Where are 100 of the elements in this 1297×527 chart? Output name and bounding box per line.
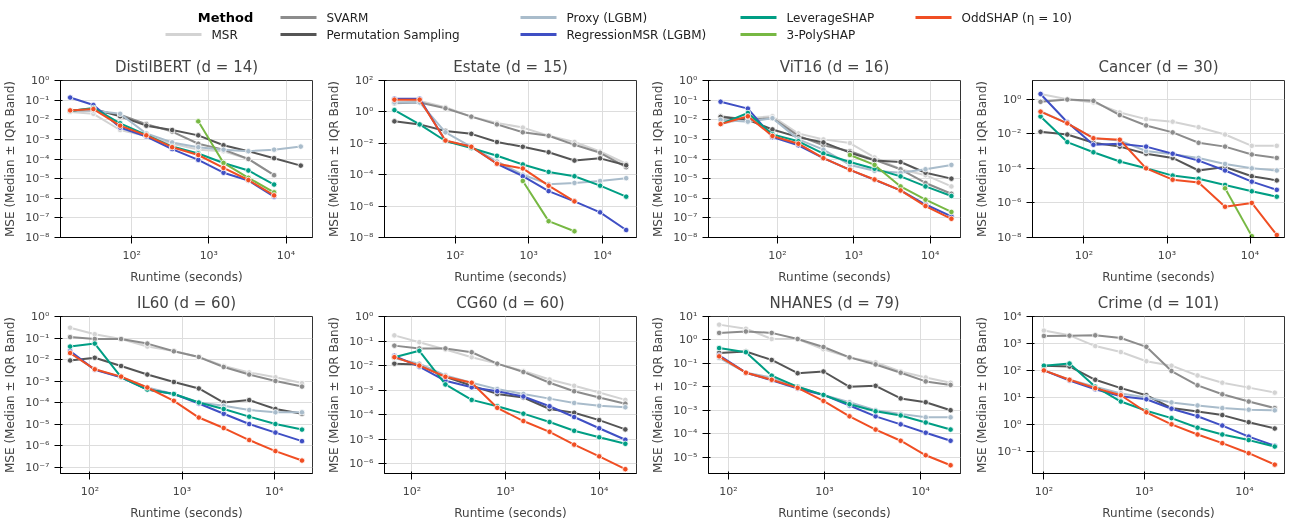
legend-label: 3-PolySHAP — [786, 27, 856, 42]
y-tick-label: 10⁻⁸ — [673, 231, 699, 244]
y-axis-title: MSE (Median ± IQR Band) — [975, 80, 990, 237]
y-tick-label: 10⁻³ — [349, 383, 374, 397]
x-tick-label: 10² — [122, 248, 141, 262]
x-tick-label: 10⁴ — [1240, 248, 1260, 262]
y-tick-label: 10⁻⁴ — [349, 168, 375, 182]
y-tick-label: 10⁻² — [25, 353, 50, 367]
y-tick-label: 10⁰ — [31, 310, 51, 323]
y-tick-label: 10⁰ — [355, 105, 375, 119]
x-axis-title: Runtime (seconds) — [1102, 505, 1215, 520]
y-axis-title: MSE (Median ± IQR Band) — [327, 316, 342, 473]
y-tick-label: 10⁻⁵ — [25, 172, 50, 186]
y-tick-label: 10⁻⁴ — [25, 152, 51, 166]
y-tick-label: 10⁻¹ — [997, 444, 1022, 458]
y-tick-label: 10⁰ — [679, 333, 699, 347]
y-tick-label: 10⁻² — [673, 380, 698, 394]
y-tick-label: 10⁻² — [349, 359, 374, 373]
x-tick-label: 10³ — [519, 248, 538, 262]
y-tick-label: 10⁻¹ — [673, 93, 698, 107]
y-tick-label: 10¹ — [1003, 390, 1022, 404]
y-tick-label: 10⁻³ — [25, 132, 50, 146]
legend-label: OddSHAP (η = 10) — [961, 10, 1073, 25]
y-tick-label: 10⁻⁶ — [25, 191, 51, 205]
legend-label: LeverageSHAP — [786, 10, 875, 25]
x-tick-label: 10³ — [844, 248, 863, 262]
x-tick-label: 10² — [1074, 248, 1094, 262]
x-tick-label: 10⁴ — [276, 248, 296, 262]
x-axis-title: Runtime (seconds) — [1102, 269, 1215, 284]
y-tick-label: 10⁻¹ — [673, 356, 698, 370]
y-tick-label: 10⁻⁸ — [997, 231, 1023, 244]
chart-title: CG60 (d = 60) — [456, 293, 565, 312]
y-tick-label: 10⁰ — [355, 310, 375, 323]
x-axis-title: Runtime (seconds) — [778, 269, 891, 284]
y-axis-title: MSE (Median ± IQR Band) — [327, 80, 342, 237]
y-tick-label: 10⁻⁴ — [997, 161, 1023, 175]
y-tick-label: 10⁻⁷ — [25, 460, 50, 474]
x-tick-label: 10² — [719, 484, 738, 498]
y-tick-label: 10⁻³ — [673, 132, 698, 146]
x-axis-title: Runtime (seconds) — [454, 505, 567, 520]
y-tick-label: 10⁰ — [1003, 92, 1023, 106]
y-tick-label: 10⁻⁶ — [349, 457, 375, 471]
x-tick-label: 10² — [402, 484, 422, 498]
y-tick-label: 10⁰ — [679, 74, 699, 87]
x-axis-title: Runtime (seconds) — [130, 505, 243, 520]
x-tick-label: 10² — [80, 484, 100, 498]
chart-title: DistilBERT (d = 14) — [114, 57, 259, 76]
legend-title: Method — [197, 10, 254, 25]
x-tick-label: 10⁴ — [911, 484, 931, 498]
y-tick-label: 10⁻⁷ — [25, 211, 50, 225]
legend-label: Permutation Sampling — [326, 27, 460, 42]
y-tick-label: 10⁻⁷ — [673, 211, 698, 225]
x-tick-label: 10² — [768, 248, 787, 262]
y-tick-label: 10⁻⁸ — [25, 231, 51, 244]
x-tick-label: 10³ — [496, 484, 515, 498]
y-tick-label: 10⁻² — [349, 136, 374, 150]
y-tick-label: 10⁻⁵ — [349, 432, 374, 446]
legend-label: SVARM — [326, 10, 369, 25]
y-tick-label: 10⁻⁶ — [349, 199, 375, 213]
x-tick-label: 10³ — [1135, 484, 1154, 498]
y-tick-label: 10⁰ — [31, 74, 51, 87]
y-tick-label: 10⁻⁴ — [349, 408, 375, 422]
x-tick-label: 10⁴ — [1235, 484, 1255, 498]
y-tick-label: 10⁻³ — [25, 374, 50, 388]
x-axis-title: Runtime (seconds) — [130, 269, 243, 284]
y-axis-title: MSE (Median ± IQR Band) — [3, 316, 18, 473]
chart-title: NHANES (d = 79) — [769, 293, 900, 312]
y-tick-label: 10⁻⁶ — [997, 196, 1023, 210]
y-axis-title: MSE (Median ± IQR Band) — [3, 80, 18, 237]
y-tick-label: 10⁻¹ — [349, 334, 374, 348]
y-tick-label: 10³ — [1003, 336, 1022, 350]
x-tick-label: 10³ — [199, 248, 219, 262]
y-tick-label: 10⁻⁵ — [673, 172, 698, 186]
y-tick-label: 10⁻² — [997, 127, 1022, 141]
y-tick-label: 10² — [355, 74, 374, 87]
y-tick-label: 10⁻⁵ — [25, 417, 50, 431]
y-tick-label: 10⁻⁴ — [673, 427, 699, 441]
legend-label: RegressionMSR (LGBM) — [566, 27, 707, 42]
chart-title: Crime (d = 101) — [1097, 293, 1220, 312]
y-axis-title: MSE (Median ± IQR Band) — [651, 80, 666, 237]
x-tick-label: 10³ — [172, 484, 192, 498]
chart-title: ViT16 (d = 16) — [779, 57, 890, 76]
y-tick-label: 10⁻⁸ — [349, 231, 375, 244]
chart-title: Estate (d = 15) — [453, 57, 568, 76]
y-tick-label: 10⁻⁶ — [25, 439, 51, 453]
y-tick-label: 10⁴ — [1003, 310, 1023, 323]
x-axis-title: Runtime (seconds) — [454, 269, 567, 284]
y-tick-label: 10⁻⁶ — [673, 191, 699, 205]
y-tick-label: 10⁻² — [673, 113, 698, 127]
y-tick-label: 10⁻³ — [673, 403, 698, 417]
legend-label: Proxy (LGBM) — [566, 10, 648, 25]
y-tick-label: 10⁻¹ — [25, 331, 50, 345]
y-tick-label: 10² — [1003, 363, 1022, 377]
x-tick-label: 10³ — [1157, 248, 1177, 262]
y-tick-label: 10⁰ — [1003, 417, 1023, 431]
y-tick-label: 10⁻⁵ — [673, 450, 698, 464]
y-axis-title: MSE (Median ± IQR Band) — [651, 316, 666, 473]
x-tick-label: 10² — [1034, 484, 1054, 498]
y-tick-label: 10⁻⁴ — [673, 152, 699, 166]
x-tick-label: 10⁴ — [265, 484, 285, 498]
